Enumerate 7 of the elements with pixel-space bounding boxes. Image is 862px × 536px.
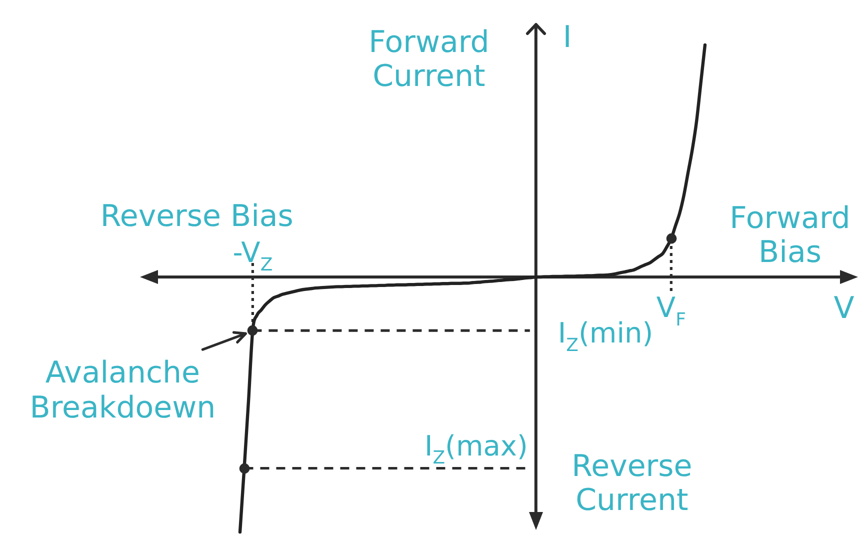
- x-axis-title: V: [834, 291, 855, 326]
- annotation: Reverse Bias: [100, 199, 294, 234]
- annotation: Reverse Current: [572, 449, 692, 518]
- y-axis-title: I: [562, 20, 572, 55]
- annotation: Avalanche Breakdoewn: [30, 356, 216, 426]
- annotation: Forward Current: [368, 25, 490, 94]
- text: Forward Bias: [730, 201, 850, 270]
